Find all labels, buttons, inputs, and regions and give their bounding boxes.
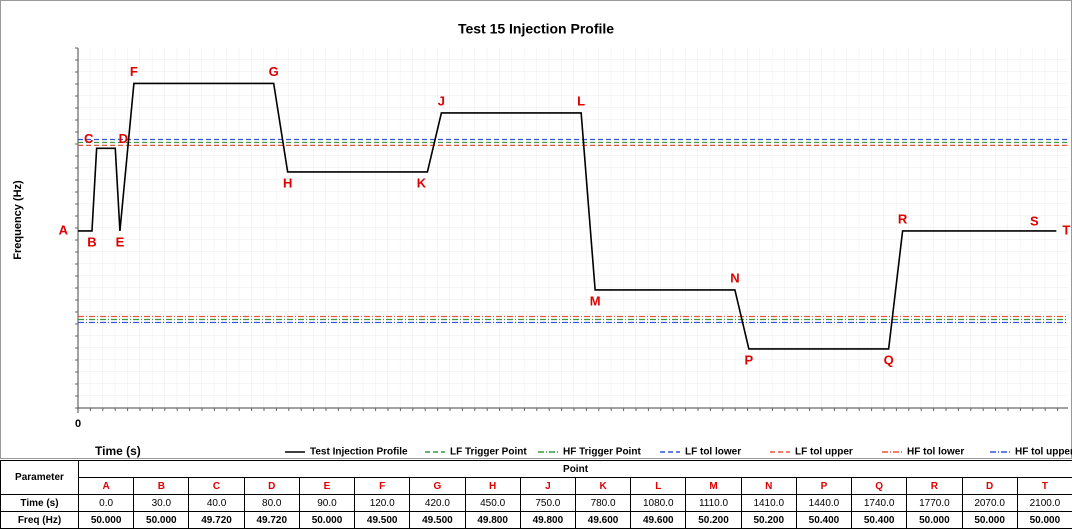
legend-label: LF tol upper [795,447,853,458]
legend-label: HF tol upper [1015,447,1072,458]
point-label: C [84,131,94,146]
table-cell: 49.720 [243,511,300,529]
point-label: K [417,175,427,190]
table-cell: 0.0 [77,494,135,512]
table-cell: 2100.0 [1016,494,1072,512]
table-cell: 780.0 [574,494,632,512]
table-cell: 49.800 [519,511,576,529]
table-cell: 50.400 [851,511,908,529]
table-cell: 49.600 [630,511,687,529]
table-cell: 49.600 [574,511,632,529]
table-cell: Time (s) [0,494,79,512]
table-cell: M [685,477,742,495]
table-cell: Q [851,477,908,495]
point-label: B [87,234,96,249]
table-cell: F [354,477,411,495]
table-cell: B [133,477,190,495]
legend-label: LF tol lower [685,447,741,458]
table-cell: H [464,477,521,495]
table-cell: Point [77,460,1072,478]
table-cell: 1740.0 [851,494,908,512]
table-cell: T [1016,477,1072,495]
table-cell: 50.000 [77,511,135,529]
data-table: Parameter Point A B C D E F G H J K L M N P Q R D T Time (s)… [0,460,1072,529]
table-cell: N [740,477,797,495]
legend-label: LF Trigger Point [450,447,527,458]
point-label: N [730,270,739,285]
table-cell: 1110.0 [685,494,742,512]
table-cell: 50.000 [298,511,356,529]
point-label: G [269,64,279,79]
point-label: A [59,222,69,237]
plot-grid [78,48,1068,408]
series-line [78,82,1057,350]
table-row: Freq (Hz) 50.000 50.000 49.720 49.720 50.000 4… [0,511,1072,529]
legend-label: HF tol lower [907,447,964,458]
table-cell: 40.0 [188,494,245,512]
point-label: H [283,175,292,190]
table-cell: G [409,477,466,495]
table-cell: D [961,477,1018,495]
table-cell: 50.200 [740,511,797,529]
table-cell: 2070.0 [961,494,1018,512]
point-label: L [577,93,585,108]
point-label: P [745,352,754,367]
legend-label: Test Injection Profile [310,447,408,458]
point-label: R [898,211,908,226]
table-cell: R [906,477,963,495]
table-cell: 90.0 [298,494,356,512]
chart-title: Test 15 Injection Profile [458,21,614,37]
point-label: E [116,234,125,249]
x-axis-label: Time (s) [95,444,141,458]
point-label: M [590,293,601,308]
chart: Test 15 Injection Profile Frequency (Hz)… [0,0,1072,459]
table-cell: E [298,477,356,495]
table-cell: 50.000 [133,511,190,529]
table-cell: 50.400 [795,511,853,529]
table-cell: 1440.0 [795,494,853,512]
table-cell: 50.000 [961,511,1018,529]
table-cell: 30.0 [133,494,190,512]
table-cell: D [243,477,300,495]
table-cell: 750.0 [519,494,576,512]
point-label: J [438,93,445,108]
table-cell: Parameter [0,460,79,495]
table-cell: C [188,477,245,495]
table-cell: 1770.0 [906,494,963,512]
point-label: D [119,131,128,146]
table-cell: 50.000 [906,511,963,529]
legend-label: HF Trigger Point [563,447,641,458]
table-cell: P [795,477,853,495]
point-label: T [1062,222,1070,237]
table-cell: 420.0 [409,494,466,512]
table-cell: 49.500 [409,511,466,529]
y-axis-label: Frequency (Hz) [12,180,24,260]
point-label: Q [884,352,894,367]
table-cell: J [519,477,576,495]
table-cell: 1080.0 [630,494,687,512]
x-tick-label: 0 [75,418,81,430]
point-label: S [1030,213,1039,228]
table-row: Parameter Point [0,460,1072,495]
point-label: F [130,64,138,79]
table-row: Time (s) 0.0 30.0 40.0 80.0 90.0 120.0 420.0 450… [0,494,1072,512]
table-cell: K [574,477,632,495]
table-cell: 450.0 [464,494,521,512]
table-cell: A [77,477,135,495]
table-cell: 49.800 [464,511,521,529]
table-cell: 80.0 [243,494,300,512]
table-cell: L [630,477,687,495]
table-cell: 50.000 [1016,511,1072,529]
table-cell: 1410.0 [740,494,797,512]
table-cell: 120.0 [354,494,411,512]
table-cell: 49.500 [354,511,411,529]
table-cell: 49.720 [188,511,245,529]
table-cell: 50.200 [685,511,742,529]
table-cell: Freq (Hz) [0,511,79,529]
